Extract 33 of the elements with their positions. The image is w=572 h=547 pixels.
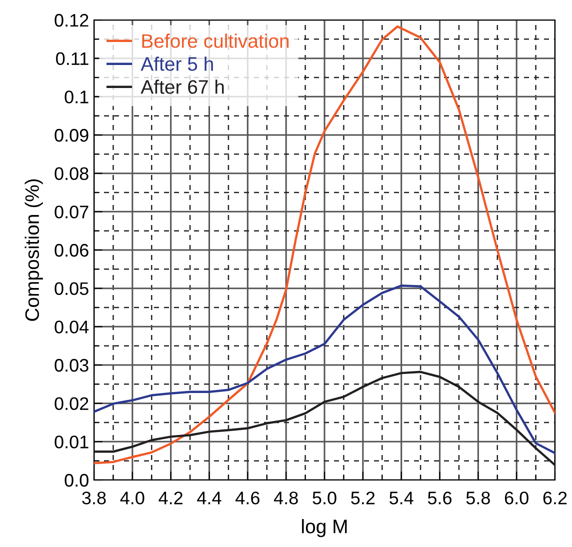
legend-label: Before cultivation — [142, 34, 289, 48]
y-axis-title: Composition (%) — [24, 179, 43, 321]
y-tick-label: 0.04 — [54, 320, 89, 334]
x-tick-label: 4.6 — [236, 492, 260, 504]
y-tick-label: 0.02 — [54, 397, 88, 410]
x-tick-label: 4.0 — [120, 492, 144, 504]
x-tick-label: 5.2 — [351, 492, 375, 504]
y-tick-label: 0.08 — [54, 167, 88, 180]
x-tick-label: 4.8 — [274, 492, 298, 504]
y-tick-label: 0.09 — [54, 128, 88, 142]
y-tick-label: 0.11 — [56, 52, 88, 66]
legend-label: After 67 h — [140, 80, 224, 94]
x-axis-title: log M — [302, 519, 347, 538]
y-tick-label: 0.05 — [54, 282, 88, 296]
y-tick-label: 0.1 — [64, 90, 88, 104]
x-tick-label: 5.0 — [312, 492, 336, 504]
y-tick-label: 0.12 — [54, 14, 88, 27]
x-tick-label: 4.4 — [197, 492, 222, 504]
legend-label: After 5 h — [140, 56, 213, 71]
y-tick-label: 0.06 — [54, 244, 88, 257]
y-tick-label: 0.07 — [54, 206, 88, 218]
x-tick-label: 3.8 — [82, 492, 106, 504]
y-tick-label: 0.03 — [54, 358, 88, 372]
x-tick-label: 4.2 — [158, 492, 182, 504]
x-tick-label: 5.6 — [428, 492, 452, 504]
x-tick-label: 5.4 — [390, 492, 414, 504]
line-series — [94, 284, 555, 454]
line-series — [94, 25, 555, 464]
x-tick-label: 6.2 — [543, 492, 567, 504]
y-tick-label: 0.01 — [54, 436, 88, 448]
x-tick-label: 5.8 — [466, 492, 490, 504]
y-tick-label: 0.0 — [64, 474, 88, 487]
x-tick-label: 6.0 — [504, 492, 528, 504]
